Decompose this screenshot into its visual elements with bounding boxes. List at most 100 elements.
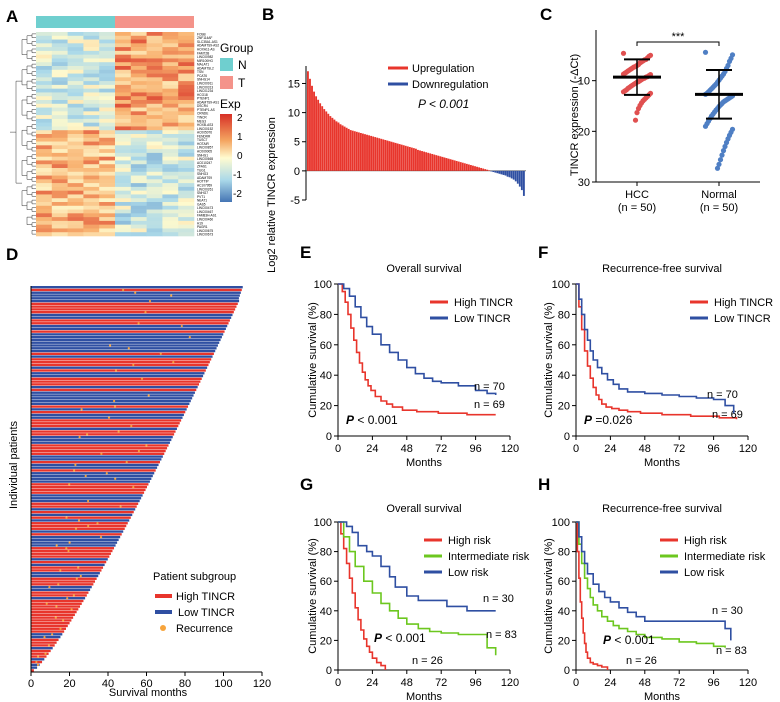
d-recurrence-dot [117, 430, 120, 433]
b-bar-up [469, 165, 472, 171]
heatmap-cell [67, 190, 84, 195]
b-bar-up [374, 137, 377, 171]
b-bar-up [402, 145, 405, 171]
b-bar-up [313, 91, 315, 171]
b-bar-up [453, 160, 456, 171]
heatmap-cell [83, 152, 100, 157]
d-xtick-label: 40 [102, 678, 114, 690]
heatmap-cell [115, 62, 132, 67]
km-ytick-label: 0 [564, 665, 570, 677]
heatmap-cell [67, 141, 84, 146]
heatmap-cell [36, 81, 53, 86]
b-bar-up [429, 153, 432, 171]
km-n-label: n = 30 [483, 593, 514, 605]
heatmap-cell [115, 137, 132, 142]
d-recurrence-dot [55, 605, 58, 608]
heatmap-row-label: AC005076 [197, 131, 212, 135]
panel-c-scatter: TINCR expression (-ΔCt) 10 20 30 HCC (n = … [569, 30, 760, 214]
heatmap-cell [36, 62, 53, 67]
d-bar-low [31, 374, 204, 378]
heatmap-row-label: LINC00473 [197, 206, 213, 210]
d-bar-low [31, 635, 61, 639]
heatmap-cell [67, 54, 84, 59]
d-recurrence-dot [77, 519, 81, 522]
heatmap-cell [115, 47, 132, 52]
heatmap-cell [51, 232, 68, 237]
scale-tick-2: 2 [237, 113, 243, 124]
heatmap-cell [67, 198, 84, 203]
heatmap-cell [115, 179, 132, 184]
b-bar-up [372, 136, 375, 171]
heatmap-cell [51, 220, 68, 225]
heatmap-cell [130, 205, 147, 210]
heatmap-cell [162, 202, 179, 207]
d-bar-low [31, 663, 40, 667]
heatmap-row-label: DSCR4 [197, 104, 208, 108]
heatmap-cell [162, 141, 179, 146]
heatmap-cell [130, 168, 147, 173]
km-xtick-label: 120 [739, 443, 757, 455]
heatmap-cell [67, 171, 84, 176]
heatmap-cell [67, 62, 84, 67]
heatmap-cell [36, 152, 53, 157]
heatmap-cell [99, 32, 116, 37]
d-bar-high [31, 608, 79, 611]
heatmap-row-dendrogram [10, 33, 36, 235]
heatmap-cell [178, 122, 195, 127]
heatmap-cell [83, 179, 100, 184]
b-bar-up [400, 144, 403, 171]
heatmap-cell [83, 149, 100, 154]
b-bar-up [353, 131, 356, 171]
heatmap-cell [99, 209, 116, 214]
c-significance: *** [672, 31, 686, 43]
d-recurrence-dot [54, 616, 57, 619]
heatmap-cell [99, 134, 116, 139]
b-bar-down [500, 170, 503, 175]
heatmap-cell [162, 111, 179, 116]
d-bar-high [31, 424, 179, 428]
b-bar-up [480, 167, 483, 171]
b-bar-up [333, 119, 336, 171]
heatmap-cell [51, 186, 68, 191]
heatmap-cell [115, 160, 132, 165]
heatmap-cell [51, 217, 68, 222]
d-bar-low [31, 324, 228, 328]
km-title: Recurrence-free survival [602, 263, 722, 275]
b-bar-down [512, 170, 515, 180]
c-points [613, 49, 743, 171]
c-point [723, 139, 730, 146]
b-pvalue: P < 0.001 [418, 97, 469, 111]
km-ytick-label: 60 [558, 340, 570, 352]
heatmap-cell [146, 122, 163, 127]
d-recurrence-dot [132, 363, 135, 367]
heatmap-cell [83, 168, 100, 173]
heatmap-cell [36, 115, 53, 120]
heatmap-cell [67, 122, 84, 127]
d-bar-low [31, 397, 193, 400]
d-bar-low [31, 413, 184, 417]
b-bar-down [490, 170, 493, 172]
heatmap-cell [36, 47, 53, 52]
d-bar-low [31, 585, 92, 589]
scale-tick-0: 0 [237, 151, 243, 162]
b-bar-up [394, 142, 397, 171]
heatmap-cell [83, 54, 100, 59]
heatmap-cell [36, 198, 53, 203]
d-recurrence-dot [87, 524, 90, 528]
heatmap-cell [146, 39, 163, 44]
km-xlabel: Months [644, 691, 681, 702]
d-bar-low [31, 535, 121, 539]
heatmap-cell [162, 39, 179, 44]
heatmap-cell [83, 171, 100, 176]
heatmap-cell [162, 35, 179, 40]
heatmap-cell [36, 50, 53, 55]
heatmap-cell [115, 186, 132, 191]
d-bar-high [31, 444, 169, 447]
d-bar-high [31, 566, 104, 569]
heatmap-cell [51, 47, 68, 52]
km-xtick-label: 0 [335, 443, 341, 455]
heatmap-cell [130, 77, 147, 82]
d-recurrence-dot [87, 499, 90, 503]
d-recurrence-dot [62, 619, 65, 622]
d-bar-high [31, 622, 70, 625]
